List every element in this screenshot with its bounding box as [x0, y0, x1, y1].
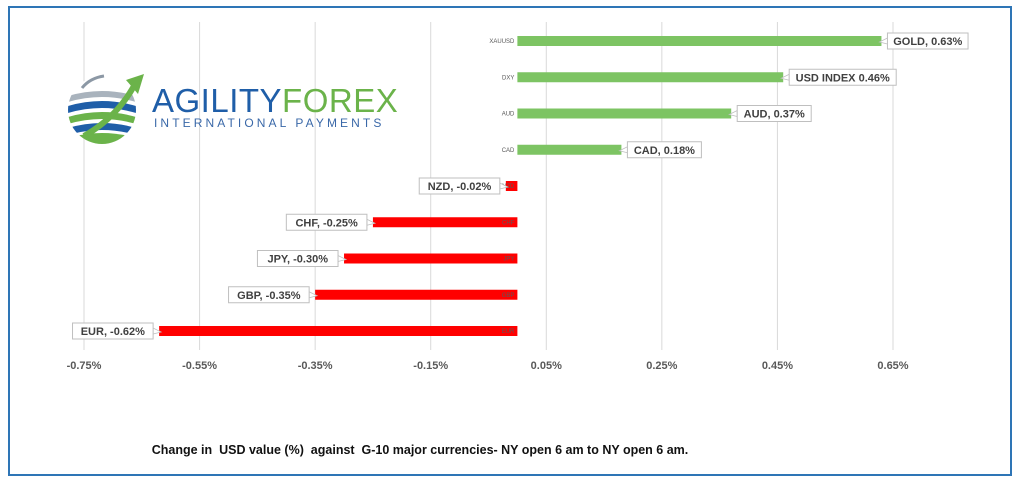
data-label: EUR, -0.62% — [81, 326, 145, 338]
data-label: AUD, 0.37% — [744, 109, 805, 121]
data-label: JPY, -0.30% — [267, 254, 328, 266]
category-label: GBP — [502, 293, 515, 299]
x-tick-label: 0.65% — [877, 360, 908, 372]
category-label: CAD — [502, 148, 515, 154]
bar — [517, 36, 882, 46]
bar — [344, 253, 518, 264]
category-label: CHF — [502, 220, 515, 226]
data-label: NZD, -0.02% — [428, 181, 492, 193]
data-label: CHF, -0.25% — [295, 217, 358, 229]
x-tick-label: 0.25% — [646, 360, 677, 372]
category-label: EUR — [502, 329, 515, 335]
data-label-box — [72, 322, 154, 340]
x-tick-label: -0.35% — [298, 360, 333, 372]
data-label-box — [626, 141, 702, 159]
x-tick-label: -0.15% — [413, 360, 448, 372]
x-tick-label: 0.45% — [762, 360, 793, 372]
chart-caption: Change in USD value (%) against G-10 maj… — [151, 443, 689, 457]
globe-logo-icon — [68, 74, 144, 144]
data-label-box — [736, 105, 812, 122]
category-label: AUD — [502, 112, 515, 118]
category-label: DXY — [502, 75, 514, 81]
logo-word-agility: AGILITY — [152, 82, 283, 119]
data-label-box — [285, 213, 368, 231]
bar — [315, 289, 518, 300]
category-label: JPY — [503, 257, 514, 263]
data-label: GBP, -0.35% — [237, 290, 301, 302]
agility-forex-logo: AGILITYFOREX INTERNATIONAL PAYMENTS — [64, 66, 398, 146]
category-label: XAUUSD — [489, 39, 515, 45]
x-tick-label: 0.05% — [531, 360, 562, 372]
data-label: USD INDEX 0.46% — [796, 72, 890, 84]
logo-wordmark: AGILITYFOREX — [152, 82, 398, 120]
bar — [159, 326, 518, 336]
data-label-box — [788, 68, 897, 86]
bar — [517, 144, 622, 155]
data-label-box — [418, 177, 501, 195]
x-tick-label: -0.75% — [67, 360, 102, 372]
logo-subtitle: INTERNATIONAL PAYMENTS — [154, 116, 385, 130]
logo-word-forex: FOREX — [282, 82, 399, 119]
data-label: CAD, 0.18% — [634, 145, 695, 157]
data-label-box — [886, 32, 969, 50]
bar — [372, 217, 518, 228]
x-tick-label: -0.55% — [182, 360, 217, 372]
bar — [517, 72, 784, 83]
bar — [505, 181, 518, 191]
data-label: GOLD, 0.63% — [893, 36, 962, 48]
bar — [517, 108, 732, 119]
data-label-box — [256, 250, 339, 267]
data-label-box — [228, 286, 310, 304]
